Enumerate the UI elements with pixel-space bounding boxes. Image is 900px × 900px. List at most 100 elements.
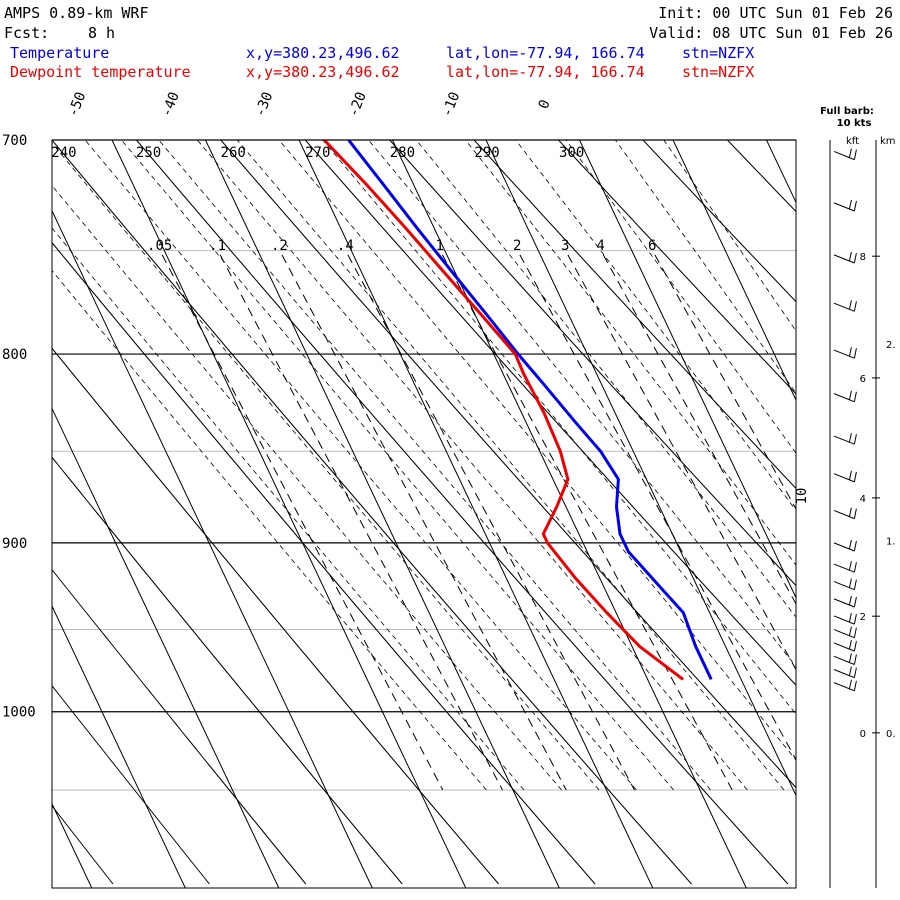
legend-temperature-latlon: lat,lon=-77.94, 166.74 (446, 44, 645, 62)
wind-panel-title: Full barb: (820, 106, 874, 117)
dry-adiabat (304, 140, 796, 686)
saturated-adiabat (464, 140, 796, 566)
wind-barb-flag (848, 300, 852, 310)
legend-temperature-stn: stn=NZFX (682, 44, 754, 62)
kft-tick-label: 2 (860, 612, 866, 623)
wind-barb-staff (833, 473, 855, 483)
wind-barb-staff (833, 393, 855, 403)
wind-barb-flag (848, 199, 852, 210)
kft-tick-label: 6 (860, 374, 866, 385)
saturated-adiabat (52, 142, 600, 791)
wind-barb-staff (833, 563, 855, 573)
legend-dewpoint-stn: stn=NZFX (682, 63, 754, 81)
wind-barbs (833, 148, 857, 692)
temperature-tick-label: -20 (346, 90, 370, 119)
mixing-ratio-label: 4 (596, 238, 604, 254)
mixing-ratio-label: 2 (513, 238, 521, 254)
wind-barb-staff (833, 254, 855, 264)
wind-barb-staff (833, 669, 855, 679)
wind-barb-flag (853, 614, 857, 625)
wind-barb-flag (853, 641, 857, 652)
wind-barb-flag (848, 539, 852, 550)
dewpoint-profile-line (323, 140, 685, 681)
wind-barb-staff (833, 349, 855, 359)
dry-adiabat (52, 684, 210, 885)
saturated-adiabat (278, 140, 796, 761)
dry-adiabat-labels: 220230240250260270280290300 (51, 145, 584, 161)
mixing-ratio-line (567, 254, 796, 671)
temperature-tick-label: -30 (252, 90, 276, 119)
wind-barb-flag (848, 148, 852, 158)
height-scale: 8 6 4 2 0 2. 1. 0. (860, 252, 896, 740)
mixing-ratio-line (281, 254, 567, 791)
mixing-ratio-line (654, 254, 796, 510)
wind-barb-flag (853, 252, 857, 264)
wind-barb-flag (848, 433, 852, 443)
mixing-ratio-label: .05 (147, 238, 172, 254)
wind-barb (833, 347, 857, 359)
sounding-series (323, 140, 713, 681)
mixing-ratio-line (161, 254, 444, 791)
wind-barb (833, 595, 857, 608)
wind-barb-flag (848, 507, 852, 517)
temperature-tick-label: 0 (536, 98, 554, 112)
wind-barb-flag (848, 653, 852, 663)
mixing-ratio-line (347, 254, 635, 791)
dry-adiabat-label: 270 (305, 145, 330, 161)
mixing-ratio-labels: .05 .1 .2 .4 1 2 3 4 6 (147, 238, 656, 254)
wind-barb-staff (833, 642, 855, 652)
background-lines (52, 140, 796, 888)
forecast-label: Fcst: (4, 24, 49, 42)
saturated-adiabat (84, 140, 637, 791)
pressure-tick-label: 700 (2, 133, 27, 149)
dry-adiabat (52, 140, 692, 885)
wind-barb-flag (853, 562, 857, 573)
dry-adiabat-label: 280 (390, 145, 415, 161)
saturated-adiabat (158, 140, 711, 791)
wind-barb-flag (853, 667, 857, 678)
isotherm (52, 802, 93, 888)
isobar-lines (52, 139, 796, 791)
wind-barb (833, 561, 857, 573)
wind-barb-staff (833, 302, 855, 312)
wind-barb-staff (833, 629, 855, 639)
wind-barb-flag (848, 561, 852, 571)
saturated-adiabat (120, 140, 674, 791)
dry-adiabat (52, 568, 307, 885)
dry-adiabat (389, 140, 796, 587)
mixing-ratio-line (602, 254, 796, 605)
mixing-ratio-label: .1 (209, 238, 226, 254)
isotherm (672, 140, 796, 402)
wind-barb-staff (833, 598, 855, 608)
wind-panel-subtitle: 10 kts (837, 118, 872, 129)
isotherm (52, 605, 186, 888)
saturated-adiabat (367, 140, 796, 668)
saturated-adiabat (196, 140, 748, 791)
saturated-adiabat (236, 140, 785, 791)
wind-barb-staff (833, 542, 855, 552)
wind-barb-flag (848, 470, 852, 481)
wind-barb (833, 199, 857, 212)
km-tick-label: 2. (886, 340, 896, 351)
wind-barb-flag (853, 654, 857, 665)
legend-dewpoint-xy: x,y=380.23,496.62 (246, 63, 400, 81)
saturated-adiabat (415, 140, 796, 618)
mixing-ratio-line (441, 254, 733, 791)
wind-barb-flag (853, 579, 857, 590)
dry-adiabat (52, 241, 596, 885)
wind-barb-flag (853, 391, 857, 402)
kft-tick-label: 4 (860, 494, 866, 505)
valid-time: Valid: 08 UTC Sun 01 Feb 26 (649, 24, 893, 42)
dry-adiabat-label: 300 (559, 145, 584, 161)
wind-barb-staff (833, 435, 855, 445)
wind-barb-flag (853, 680, 857, 691)
legend-dewpoint-latlon: lat,lon=-77.94, 166.74 (446, 63, 645, 81)
temperature-tick-label: -50 (65, 90, 89, 119)
temperature-tick-label: -40 (159, 90, 183, 119)
wind-barb (833, 251, 857, 264)
isotherm (111, 140, 467, 888)
kft-tick-label: 0 (860, 729, 866, 740)
wind-barb (833, 390, 857, 403)
